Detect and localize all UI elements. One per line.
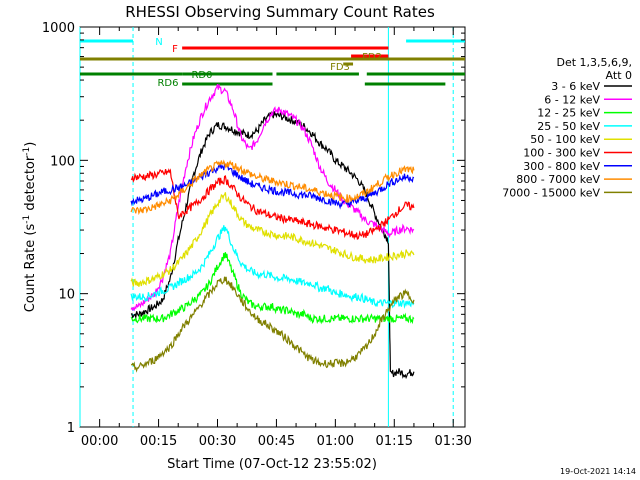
x-tick-label: 00:00 [81, 434, 118, 449]
y-axis: 1 10 100 1000 [42, 21, 465, 436]
y-axis-label-sup2: -1 [22, 147, 32, 156]
state-bar-label: FD2 [362, 52, 382, 63]
state-bar-label: RD6 [157, 78, 178, 89]
y-axis-label-mid: detector [23, 155, 38, 215]
state-bars: NF FD2 FD3 RD0 RD6 [80, 37, 465, 89]
x-tick-label: 00:15 [140, 434, 177, 449]
vertical-markers [79, 27, 454, 427]
legend-label: 100 - 300 keV [523, 147, 600, 160]
legend-label: 300 - 800 keV [523, 160, 600, 173]
y-tick-label: 10 [58, 288, 75, 303]
state-bar-label: F [172, 44, 178, 55]
chart-title: RHESSI Observing Summary Count Rates [125, 3, 435, 21]
state-bar-label: RD0 [191, 70, 212, 81]
legend-label: 50 - 100 keV [530, 133, 600, 146]
y-axis-label: Count Rate (s-1 detector-1) [22, 142, 38, 313]
series-line-12-25-kev [130, 252, 415, 325]
series-group [130, 83, 415, 380]
legend-label: 25 - 50 keV [537, 120, 600, 133]
series-line-6-12-kev [130, 83, 415, 312]
legend-label: 800 - 7000 keV [516, 173, 600, 186]
y-axis-label-main: Count Rate (s [23, 224, 38, 313]
y-tick-label: 1000 [42, 21, 75, 36]
series-line-100-300-kev [130, 168, 415, 241]
series-line-25-50-kev [130, 225, 415, 310]
series-line-50-100-kev [130, 192, 415, 287]
x-tick-label: 01:30 [434, 434, 471, 449]
legend-label: 12 - 25 keV [537, 107, 600, 120]
plot-area: NF FD2 FD3 RD0 RD6 [79, 26, 466, 428]
x-tick-label: 00:45 [258, 434, 295, 449]
legend-title-1: Det 1,3,5,6,9, [556, 56, 632, 69]
y-axis-label-sup1: -1 [22, 215, 32, 224]
series-line-3-6-kev [130, 110, 415, 380]
x-tick-label: 00:30 [199, 434, 236, 449]
x-tick-label: 01:00 [317, 434, 354, 449]
legend-label: 3 - 6 keV [551, 80, 600, 93]
legend-label: 6 - 12 keV [544, 93, 600, 106]
y-tick-label: 1 [67, 421, 75, 436]
series-line-800-7000-kev [130, 159, 415, 216]
x-tick-label: 01:15 [376, 434, 413, 449]
timestamp: 19-Oct-2021 14:14 [560, 467, 636, 476]
y-axis-label-end: ) [23, 142, 38, 147]
y-tick-label: 100 [50, 154, 75, 169]
state-bar-label: N [155, 37, 162, 48]
x-axis-label: Start Time (07-Oct-12 23:55:02) [167, 457, 377, 472]
legend-label: 7000 - 15000 keV [502, 186, 600, 199]
series-line-7000-15000-kev [131, 276, 415, 373]
series-line-300-800-kev [130, 161, 415, 210]
x-axis: 00:00 00:15 00:30 00:45 01:00 01:15 01:30 [81, 27, 472, 449]
state-bar-label: FD3 [330, 62, 350, 73]
legend-title-2: Att 0 [606, 69, 632, 82]
